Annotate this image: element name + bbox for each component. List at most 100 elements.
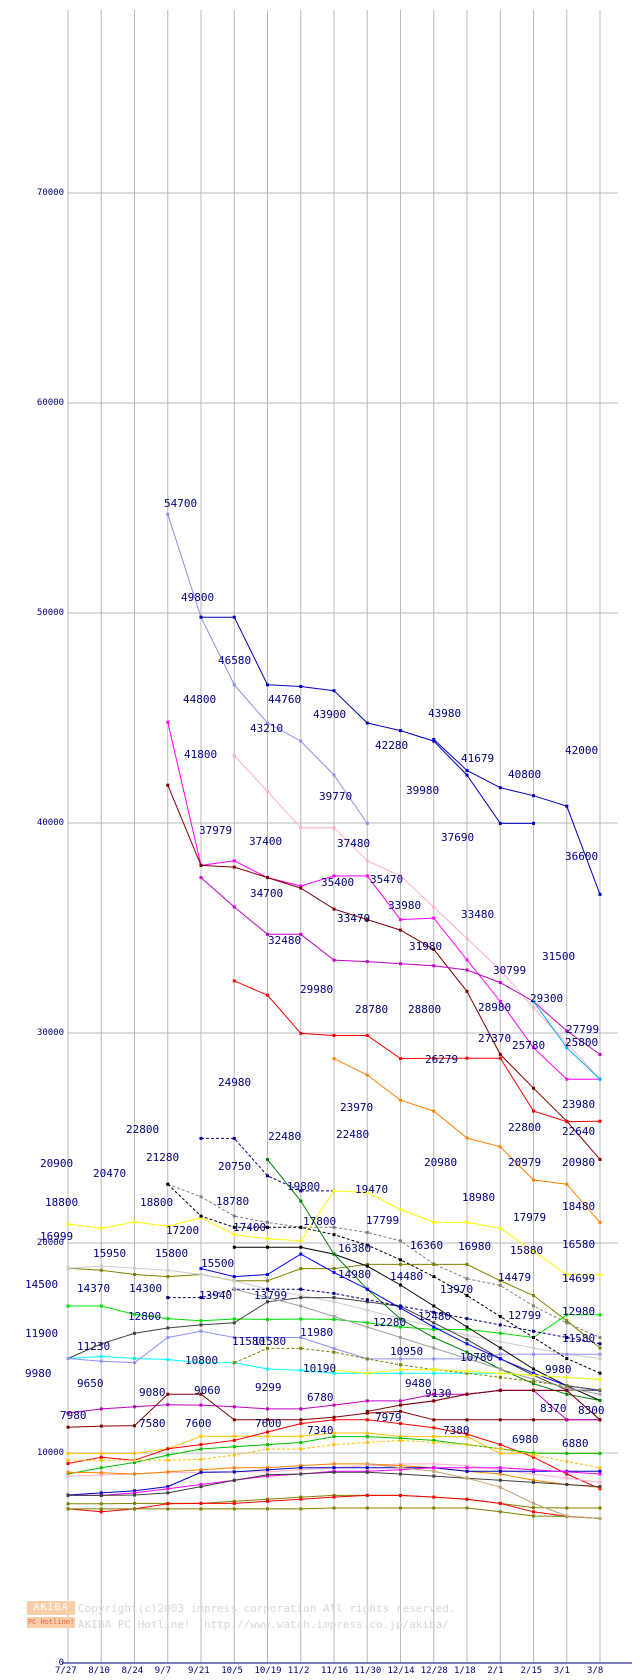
value-label: 27799: [566, 1023, 600, 1036]
akiba-logo-line2: PC Hotline!: [27, 1617, 75, 1628]
value-label: 19470: [355, 1183, 389, 1196]
value-label: 22800: [508, 1121, 542, 1134]
value-label: 31500: [542, 950, 576, 963]
value-label: 24980: [218, 1076, 252, 1089]
y-tick-0: 0: [58, 1658, 64, 1668]
value-label: 54700: [164, 497, 198, 510]
value-label: 29300: [530, 992, 564, 1005]
value-label: 15950: [93, 1247, 127, 1260]
y-tick-70000: 70000: [36, 188, 64, 198]
value-label: 33480: [461, 908, 495, 921]
value-label: 36600: [565, 850, 599, 863]
value-label: 10800: [185, 1354, 219, 1367]
value-label: 11580: [253, 1335, 287, 1348]
value-label: 25800: [565, 1036, 599, 1049]
value-label: 37400: [249, 835, 283, 848]
value-label: 41800: [184, 748, 218, 761]
akiba-logo: AKIBA PC Hotline!: [27, 1601, 75, 1633]
value-label: 17800: [303, 1215, 337, 1228]
value-label: 22800: [126, 1123, 160, 1136]
y-tick-30000: 30000: [36, 1028, 64, 1038]
value-label: 34700: [250, 887, 284, 900]
value-label: 10780: [460, 1351, 494, 1364]
value-label: 9130: [425, 1387, 452, 1400]
value-label: 20750: [218, 1160, 252, 1173]
value-label: 21280: [146, 1151, 180, 1164]
value-label: 6980: [512, 1433, 539, 1446]
value-label: 14479: [498, 1271, 532, 1284]
value-label: 30799: [493, 964, 527, 977]
value-label: 11230: [77, 1340, 111, 1353]
y-tick-10000: 10000: [36, 1448, 64, 1458]
value-label: 26279: [425, 1053, 459, 1066]
value-label: 44760: [268, 693, 302, 706]
value-label: 12280: [373, 1316, 407, 1329]
value-label: 14500: [25, 1278, 59, 1291]
x-tick-2-15: 2/15: [520, 1666, 543, 1676]
value-label: 14300: [129, 1282, 163, 1295]
value-label: 11580: [232, 1335, 266, 1348]
x-tick-3-1: 3/1: [553, 1666, 571, 1676]
value-label: 16999: [40, 1230, 74, 1243]
value-label: 13970: [440, 1283, 474, 1296]
x-tick-11-30: 11/30: [354, 1666, 382, 1676]
value-label: 23980: [562, 1098, 596, 1111]
value-label: 35470: [370, 873, 404, 886]
value-label: 20900: [40, 1157, 74, 1170]
value-label: 11580: [562, 1332, 596, 1345]
value-label: 16980: [458, 1240, 492, 1253]
x-tick-10-5: 10/5: [221, 1666, 243, 1676]
value-label: 16380: [338, 1242, 372, 1255]
x-tick-3-8: 3/8: [587, 1666, 604, 1676]
value-label: 11980: [300, 1326, 334, 1339]
value-label: 44800: [183, 693, 217, 706]
value-label: 17799: [366, 1214, 400, 1227]
copyright-watermark: Copyright(c)2003 impress corporation All…: [78, 1601, 456, 1633]
value-label: 43900: [313, 708, 347, 721]
value-label: 14699: [562, 1272, 596, 1285]
value-label: 6780: [307, 1391, 334, 1404]
value-label: 31980: [409, 940, 443, 953]
value-label: 41679: [461, 752, 495, 765]
value-label: 18800: [45, 1196, 79, 1209]
value-label: 7600: [255, 1417, 282, 1430]
value-label: 12980: [562, 1305, 596, 1318]
value-label: 20470: [93, 1167, 127, 1180]
value-label: 7979: [375, 1411, 402, 1424]
value-label: 39980: [406, 784, 440, 797]
value-label: 18780: [216, 1195, 250, 1208]
value-label: 17979: [513, 1211, 547, 1224]
value-label: 8300: [578, 1404, 605, 1417]
value-label: 12799: [508, 1309, 542, 1322]
value-label: 7980: [60, 1409, 87, 1422]
x-tick-10-19: 10/19: [254, 1666, 282, 1676]
value-label: 9980: [25, 1367, 52, 1380]
value-label: 46580: [218, 654, 252, 667]
value-label: 18800: [140, 1196, 174, 1209]
value-label: 10190: [303, 1362, 337, 1375]
value-label: 28980: [478, 1001, 512, 1014]
value-label: 37690: [441, 831, 475, 844]
value-label: 22480: [268, 1130, 302, 1143]
value-label: 37979: [199, 824, 233, 837]
value-label: 33980: [388, 899, 422, 912]
value-label: 28800: [408, 1003, 442, 1016]
x-tick-12-14: 12/14: [387, 1666, 415, 1676]
value-label: 16360: [410, 1239, 444, 1252]
value-label: 8370: [540, 1402, 567, 1415]
value-label: 15500: [201, 1257, 235, 1270]
x-tick-12-28: 12/28: [420, 1666, 448, 1676]
value-label: 7580: [139, 1417, 166, 1430]
value-label: 37480: [337, 837, 371, 850]
value-label: 20980: [562, 1156, 596, 1169]
x-tick-9-21: 9/21: [188, 1666, 210, 1676]
y-tick-20000: 20000: [36, 1238, 64, 1248]
value-label: 9080: [139, 1386, 166, 1399]
x-tick-7-27: 7/27: [55, 1666, 77, 1676]
x-tick-11-16: 11/16: [321, 1666, 349, 1676]
value-label: 17400: [233, 1221, 267, 1234]
value-label: 29980: [300, 983, 334, 996]
value-label: 18480: [562, 1200, 596, 1213]
